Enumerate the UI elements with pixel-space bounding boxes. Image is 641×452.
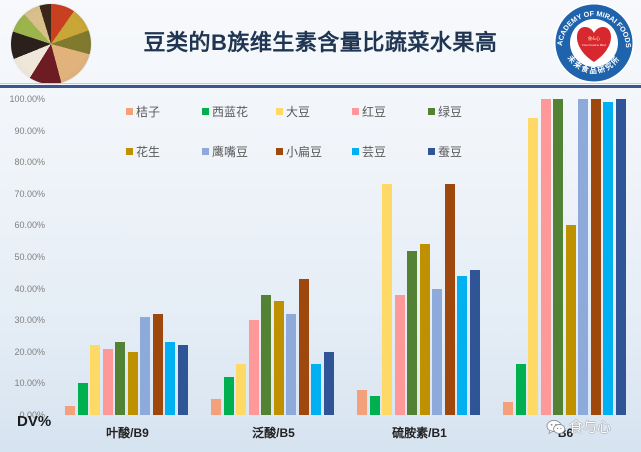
legend-item: 大豆 — [276, 103, 310, 119]
y-tick-label: 90.00% — [14, 125, 45, 136]
legend-swatch-icon — [202, 107, 209, 115]
chart-bar — [65, 405, 75, 415]
chart-bar — [553, 99, 564, 415]
chart-bar — [407, 250, 418, 415]
chart-bar — [394, 294, 405, 415]
chart-bar — [540, 99, 551, 415]
chart-bar — [165, 342, 176, 415]
legend-label: 蚕豆 — [438, 144, 463, 159]
chart-bar — [369, 396, 380, 415]
legend-item: 桔子 — [126, 103, 160, 119]
chart-bar — [590, 99, 601, 415]
chart-bar — [503, 402, 513, 415]
y-axis-title: DV% — [17, 413, 52, 430]
chart-bar — [382, 184, 393, 415]
legend-item: 红豆 — [352, 103, 386, 119]
y-tick-label: 40.00% — [14, 283, 45, 294]
wechat-icon — [546, 419, 566, 435]
chart-bar — [444, 184, 455, 415]
chart-bar — [90, 345, 101, 415]
watermark: 食与心 — [546, 417, 611, 437]
chart-bar — [286, 313, 297, 415]
legend-swatch-icon — [352, 147, 359, 155]
legend-swatch-icon — [202, 147, 209, 155]
y-tick-label: 10.00% — [14, 378, 45, 389]
y-tick-label: 100.00% — [9, 94, 45, 104]
x-category-label: 硫胺素/B1 — [392, 426, 447, 440]
legend-item: 绿豆 — [428, 103, 462, 119]
chart-bar — [140, 317, 151, 415]
legend-item: 小扁豆 — [276, 143, 322, 159]
chart-bar — [211, 399, 221, 415]
chart-bar — [127, 351, 138, 415]
legend-item: 蚕豆 — [428, 143, 462, 159]
chart-bar — [248, 320, 259, 415]
chart-bar — [419, 244, 430, 415]
header-divider — [0, 85, 641, 88]
legend-swatch-icon — [126, 107, 133, 115]
chart-bar — [273, 301, 284, 415]
y-tick-label: 0.00% — [19, 410, 45, 420]
chart-bar — [323, 351, 334, 415]
chart-bar — [102, 348, 113, 415]
legend-label: 芸豆 — [362, 144, 387, 159]
x-category-label: 泛酸/B5 — [252, 426, 295, 440]
chart-bar — [615, 99, 626, 415]
chart-bar — [357, 389, 367, 415]
chart-bar — [603, 102, 614, 415]
legend-swatch-icon — [126, 147, 133, 155]
chart-bar — [457, 275, 468, 415]
y-tick-label: 70.00% — [14, 188, 45, 199]
chart-bar — [152, 313, 163, 415]
chart-bar — [298, 279, 309, 415]
y-tick-label: 50.00% — [14, 252, 45, 262]
legend-item: 鹰嘴豆 — [202, 143, 248, 159]
chart-bar — [115, 342, 126, 415]
legend-swatch-icon — [428, 107, 435, 115]
legend-swatch-icon — [352, 107, 359, 115]
legend-label: 桔子 — [136, 104, 161, 119]
academy-logo: ACADEMY OF MIRAI FOODS 未来食品研究所 食&心 From … — [554, 3, 634, 83]
heart-title: 食&心 — [588, 35, 601, 42]
legend-label: 小扁豆 — [286, 144, 323, 159]
chart-bar — [311, 364, 322, 415]
heart-icon — [576, 27, 612, 62]
legend-swatch-icon — [276, 107, 283, 115]
heart-subtitle: From Food to Mind — [582, 43, 606, 47]
chart-bar — [261, 294, 272, 415]
x-category-label: 叶酸/B9 — [106, 426, 149, 440]
legend-label: 鹰嘴豆 — [212, 144, 249, 159]
page-title: 豆类的B族维生素含量比蔬菜水果高 — [143, 30, 498, 55]
y-tick-label: 60.00% — [14, 220, 45, 231]
legend-item: 芸豆 — [352, 143, 386, 159]
chart-bar — [469, 269, 480, 415]
chart-bar — [177, 345, 188, 415]
legend-label: 红豆 — [362, 104, 387, 119]
header-divider-light — [0, 83, 641, 84]
legend-label: 大豆 — [286, 104, 311, 119]
legend-item: 西蓝花 — [202, 103, 248, 119]
legend-item: 花生 — [126, 143, 160, 159]
y-tick-label: 20.00% — [14, 346, 45, 357]
chart-bar — [565, 225, 576, 415]
chart-bar — [515, 364, 526, 415]
y-tick-label: 30.00% — [14, 315, 45, 326]
chart-bar — [432, 288, 443, 415]
legumes-photo — [10, 3, 92, 85]
chart-bar — [236, 364, 247, 415]
chart-bar — [223, 377, 234, 415]
chart-bar — [77, 383, 88, 415]
legend-label: 花生 — [136, 144, 161, 159]
legend-label: 绿豆 — [438, 104, 463, 119]
legend-swatch-icon — [276, 147, 283, 155]
legend-label: 西蓝花 — [212, 104, 249, 119]
chart-bar — [528, 117, 539, 415]
legend-swatch-icon — [428, 147, 435, 155]
chart-bar — [578, 99, 589, 415]
y-tick-label: 80.00% — [14, 157, 45, 168]
watermark-text: 食与心 — [569, 419, 611, 435]
